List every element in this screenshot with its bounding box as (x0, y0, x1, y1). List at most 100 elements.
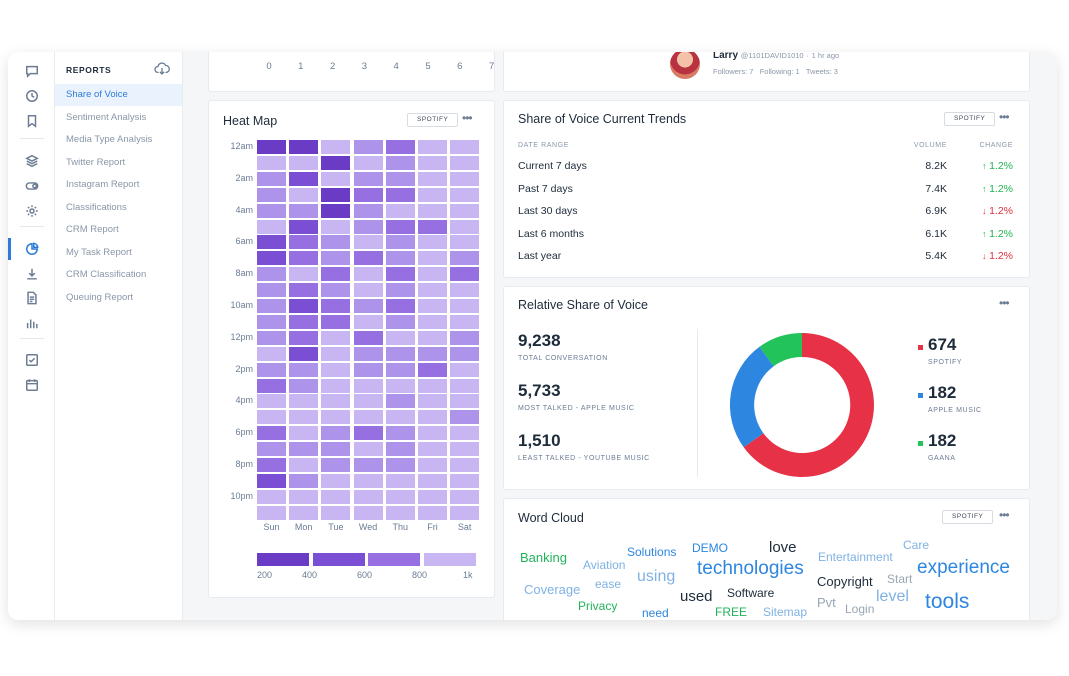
menu-item-sentiment-analysis[interactable]: Sentiment Analysis (66, 111, 147, 123)
document-icon[interactable] (23, 289, 41, 307)
heatmap-cell[interactable] (353, 330, 383, 345)
heatmap-cell[interactable] (385, 378, 415, 393)
heatmap-cell[interactable] (450, 378, 480, 393)
heatmap-cell[interactable] (289, 299, 319, 313)
heatmap-cell[interactable] (321, 346, 351, 361)
heatmap-cell[interactable] (289, 235, 319, 250)
wordcloud-source-tag[interactable]: SPOTIFY (942, 510, 994, 524)
heatmap-cell[interactable] (418, 140, 447, 154)
heatmap-cell[interactable] (450, 458, 480, 472)
heatmap-cell[interactable] (289, 267, 319, 282)
heatmap-cell[interactable] (418, 171, 447, 186)
heatmap-cell[interactable] (321, 505, 351, 520)
heatmap-cell[interactable] (321, 155, 351, 170)
heatmap-cell[interactable] (353, 267, 383, 282)
heatmap-cell[interactable] (385, 426, 415, 441)
word-cloud-word[interactable]: DEMO (692, 541, 728, 555)
heatmap-cell[interactable] (321, 140, 351, 154)
heatmap-cell[interactable] (418, 330, 447, 345)
word-cloud-word[interactable]: technologies (697, 558, 804, 579)
word-cloud-word[interactable]: need (642, 606, 669, 620)
heatmap-cell[interactable] (385, 489, 415, 504)
profile-name[interactable]: Larry (713, 52, 739, 61)
heatmap-cell[interactable] (450, 489, 480, 504)
word-cloud-word[interactable]: Pvt (817, 595, 836, 610)
word-cloud-word[interactable]: Privacy (578, 599, 618, 613)
heatmap-cell[interactable] (450, 219, 480, 234)
heatmap-cell[interactable] (321, 235, 351, 250)
heatmap-cell[interactable] (257, 299, 286, 313)
heatmap-cell[interactable] (289, 426, 319, 441)
bar-chart-icon[interactable] (23, 314, 41, 332)
heatmap-cell[interactable] (418, 283, 447, 298)
heatmap-cell[interactable] (418, 203, 447, 218)
menu-item-media-type-analysis[interactable]: Media Type Analysis (66, 134, 153, 145)
heatmap-cell[interactable] (450, 251, 480, 266)
menu-item-crm-report[interactable]: CRM Report (66, 224, 119, 235)
heatmap-cell[interactable] (385, 330, 415, 345)
word-cloud-word[interactable]: FREE (715, 605, 748, 619)
heatmap-cell[interactable] (289, 473, 319, 488)
heatmap-cell[interactable] (385, 505, 415, 520)
heatmap-cell[interactable] (353, 442, 383, 457)
heatmap-cell[interactable] (257, 426, 286, 441)
heatmap-cell[interactable] (418, 155, 447, 170)
trends-more-icon[interactable]: ••• (999, 110, 1010, 124)
heatmap-cell[interactable] (257, 362, 286, 377)
heatmap-cell[interactable] (418, 251, 447, 266)
heatmap-cell[interactable] (450, 314, 480, 329)
heatmap-cell[interactable] (353, 489, 383, 504)
donut-slice-spotify[interactable] (743, 333, 874, 477)
word-cloud-word[interactable]: Banking (520, 550, 567, 565)
heatmap-cell[interactable] (257, 235, 286, 250)
heatmap-cell[interactable] (385, 203, 415, 218)
donut-slice-gaana[interactable] (759, 332, 803, 367)
toggle-icon[interactable] (23, 177, 41, 195)
heatmap-cell[interactable] (321, 394, 351, 409)
heatmap-cell[interactable] (321, 299, 351, 313)
heatmap-cell[interactable] (450, 283, 480, 298)
pie-chart-icon[interactable] (23, 240, 41, 258)
heatmap-cell[interactable] (321, 314, 351, 329)
word-cloud-word[interactable]: Solutions (627, 545, 677, 559)
heatmap-cell[interactable] (353, 251, 383, 266)
heatmap-cell[interactable] (289, 203, 319, 218)
heatmap-cell[interactable] (418, 299, 447, 313)
heatmap-cell[interactable] (450, 203, 480, 218)
word-cloud-word[interactable]: ease (595, 577, 622, 591)
word-cloud-word[interactable]: Coverage (524, 582, 581, 597)
heatmap-cell[interactable] (289, 219, 319, 234)
heatmap-cell[interactable] (289, 251, 319, 266)
heatmap-cell[interactable] (321, 187, 351, 202)
heatmap-cell[interactable] (257, 410, 286, 425)
heatmap-cell[interactable] (289, 346, 319, 361)
heatmap-cell[interactable] (450, 410, 480, 425)
heatmap-cell[interactable] (289, 155, 319, 170)
heatmap-cell[interactable] (418, 378, 447, 393)
heatmap-cell[interactable] (257, 489, 286, 504)
heatmap-cell[interactable] (418, 267, 447, 282)
heatmap-cell[interactable] (385, 267, 415, 282)
heatmap-cell[interactable] (257, 187, 286, 202)
download-icon[interactable] (23, 265, 41, 283)
heatmap-cell[interactable] (321, 378, 351, 393)
heatmap-cell[interactable] (289, 140, 319, 154)
heatmap-cell[interactable] (353, 235, 383, 250)
heatmap-cell[interactable] (257, 505, 286, 520)
heatmap-cell[interactable] (353, 378, 383, 393)
heatmap-cell[interactable] (321, 458, 351, 472)
heatmap-cell[interactable] (418, 362, 447, 377)
heatmap-cell[interactable] (385, 314, 415, 329)
heatmap-cell[interactable] (353, 346, 383, 361)
heatmap-cell[interactable] (450, 346, 480, 361)
chat-icon[interactable] (23, 62, 41, 80)
heatmap-cell[interactable] (418, 489, 447, 504)
word-cloud-word[interactable]: level (876, 588, 909, 605)
heatmap-cell[interactable] (450, 267, 480, 282)
gear-icon[interactable] (23, 202, 41, 220)
avatar[interactable] (670, 52, 700, 79)
word-cloud-word[interactable]: love (769, 539, 797, 556)
heatmap-cell[interactable] (418, 394, 447, 409)
heatmap-cell[interactable] (353, 283, 383, 298)
heatmap-cell[interactable] (353, 155, 383, 170)
